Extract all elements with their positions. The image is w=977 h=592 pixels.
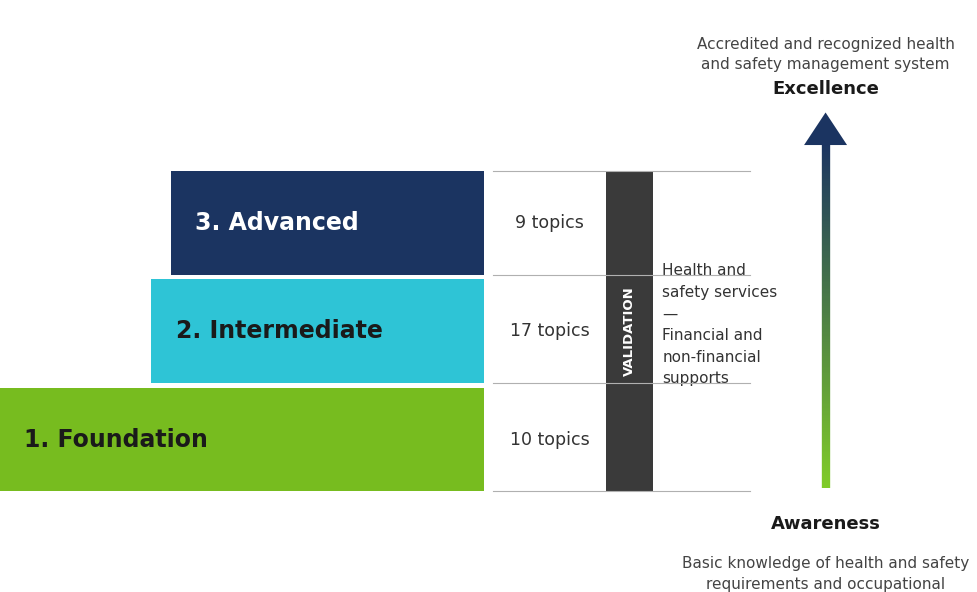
Text: Accredited and recognized health
and safety management system: Accredited and recognized health and saf…: [697, 37, 955, 72]
Text: VALIDATION: VALIDATION: [622, 287, 636, 376]
Text: 2. Intermediate: 2. Intermediate: [176, 319, 383, 343]
Text: 1. Foundation: 1. Foundation: [24, 427, 208, 452]
Text: 3. Advanced: 3. Advanced: [195, 211, 360, 235]
Text: Health and
safety services
—
Financial and
non-financial
supports: Health and safety services — Financial a…: [662, 263, 778, 387]
Polygon shape: [804, 112, 847, 145]
Text: 10 topics: 10 topics: [510, 430, 589, 449]
Text: Excellence: Excellence: [772, 80, 879, 98]
Bar: [151, 279, 484, 383]
Bar: [0, 388, 484, 491]
Bar: [606, 171, 653, 491]
Text: 9 topics: 9 topics: [515, 214, 584, 232]
Text: Awareness: Awareness: [771, 515, 880, 533]
Bar: [171, 171, 484, 275]
Text: Basic knowledge of health and safety
requirements and occupational
health and sa: Basic knowledge of health and safety req…: [682, 556, 969, 592]
Text: 17 topics: 17 topics: [510, 322, 589, 340]
